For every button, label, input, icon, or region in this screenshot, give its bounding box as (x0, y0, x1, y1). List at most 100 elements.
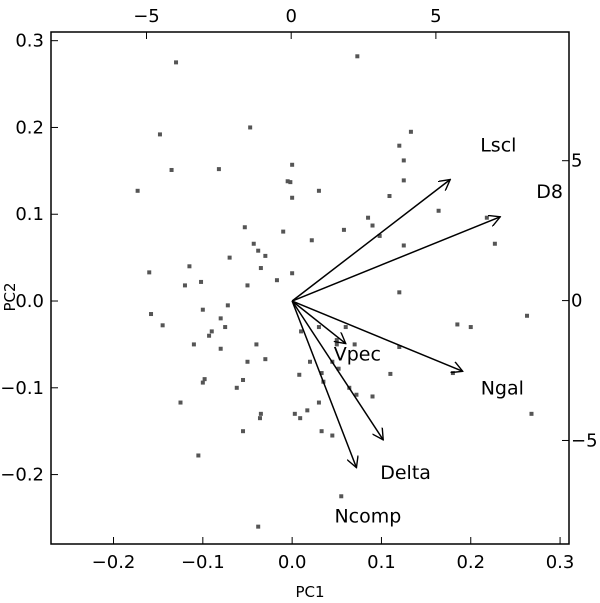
loading-label-delta: Delta (380, 462, 431, 484)
data-point (308, 359, 312, 364)
data-point (436, 208, 441, 213)
data-point (397, 290, 402, 295)
data-point (298, 416, 303, 421)
data-point (200, 380, 205, 385)
loading-arrow-vpec (291, 300, 346, 344)
data-point (178, 400, 183, 405)
data-point (292, 411, 297, 416)
data-point (288, 180, 293, 185)
data-point (169, 167, 174, 172)
top-x-tick-label: 0 (285, 6, 296, 27)
data-point (256, 248, 261, 253)
top-x-tick-label: 5 (430, 6, 441, 27)
data-point (290, 195, 295, 200)
data-point (218, 316, 223, 321)
loading-arrows (291, 180, 500, 468)
plot-frame (50, 31, 570, 545)
data-point (274, 278, 279, 283)
data-point (330, 433, 335, 438)
data-point (241, 377, 246, 382)
y-axis-title: PC2 (1, 282, 19, 311)
data-point (401, 243, 406, 248)
data-point (387, 194, 392, 199)
data-point (207, 333, 212, 338)
data-point (285, 179, 290, 184)
loading-arrow-ngal (291, 300, 463, 371)
data-point (200, 307, 205, 312)
right-y-tick-label: −5 (571, 430, 598, 451)
data-point (209, 329, 214, 334)
data-point (223, 325, 228, 330)
data-point (339, 494, 344, 499)
data-point (468, 325, 473, 330)
data-point (352, 342, 357, 347)
data-point (401, 158, 406, 163)
data-point (290, 162, 295, 167)
x-tick-label: 0.1 (367, 552, 396, 573)
data-point (263, 357, 268, 362)
right-y-tick-label: 0 (571, 291, 582, 312)
data-point (202, 377, 207, 382)
data-point (408, 129, 413, 134)
loading-arrow-ncomp (291, 300, 356, 468)
x-axis-title: PC1 (295, 583, 324, 601)
data-point (370, 394, 375, 399)
data-point (147, 270, 152, 275)
data-point (290, 271, 295, 276)
data-point (216, 167, 221, 172)
data-point (397, 345, 402, 350)
y-tick-label: −0.1 (0, 378, 44, 399)
loading-label-lscl: Lscl (480, 135, 516, 157)
data-point (316, 325, 321, 330)
data-point (199, 279, 204, 284)
y-tick-label: 0.1 (15, 204, 44, 225)
data-point (336, 366, 341, 371)
data-point (241, 429, 246, 434)
data-point (218, 346, 223, 351)
top-x-tick-label: −5 (133, 6, 160, 27)
data-point (355, 54, 360, 59)
x-tick-label: 0.3 (546, 552, 575, 573)
data-point (187, 264, 192, 269)
data-point (281, 229, 286, 234)
data-point (397, 143, 402, 148)
y-tick-label: 0.3 (15, 31, 44, 52)
data-point (309, 238, 314, 243)
data-point (191, 342, 196, 347)
y-tick-label: −0.2 (0, 465, 44, 486)
data-point (234, 385, 239, 390)
y-tick-label: 0.0 (15, 291, 44, 312)
data-point (316, 400, 321, 405)
data-point (299, 329, 304, 334)
loading-label-vpec: Vpec (334, 344, 381, 366)
x-tick-label: −0.2 (92, 552, 136, 573)
data-point (258, 411, 263, 416)
data-point (297, 372, 302, 377)
data-point (225, 303, 230, 308)
data-point (256, 524, 261, 529)
data-point (174, 60, 179, 65)
data-point (248, 125, 253, 130)
data-point (196, 453, 201, 458)
data-point (257, 416, 262, 421)
loading-arrow-delta (291, 300, 383, 440)
data-point (251, 241, 256, 246)
data-point (341, 227, 346, 232)
data-point (455, 322, 460, 327)
data-point (525, 313, 530, 318)
data-point (366, 215, 371, 220)
data-point (135, 188, 140, 193)
x-tick-label: 0.2 (456, 552, 485, 573)
data-point (160, 323, 165, 328)
data-point (388, 371, 393, 376)
data-point (492, 241, 497, 246)
loading-label-ncomp: Ncomp (334, 506, 401, 528)
data-point (370, 223, 375, 228)
data-point (182, 283, 187, 288)
x-tick-label: 0.0 (278, 552, 307, 573)
loading-labels: Lscl D8 Ngal Vpec Delta Ncomp (334, 135, 563, 528)
data-point (242, 225, 247, 230)
loading-label-d8: D8 (536, 181, 563, 203)
data-point (245, 359, 250, 364)
